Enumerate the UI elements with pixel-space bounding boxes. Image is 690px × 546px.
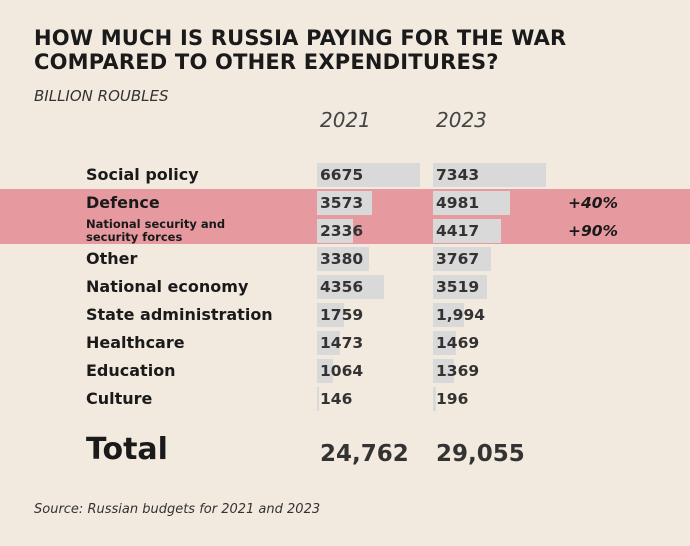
value-2023: 1,994 — [436, 306, 486, 324]
row-label: National security and security forces — [86, 217, 226, 244]
row-label: National economy — [86, 277, 249, 296]
value-2023: 7343 — [436, 166, 480, 184]
value-2021: 1064 — [320, 362, 364, 380]
value-2021: 3380 — [320, 250, 364, 268]
bar-2021 — [317, 387, 320, 411]
bar-2021 — [317, 359, 334, 383]
row-label: Education — [86, 361, 176, 380]
year-2021-header: 2021 — [320, 108, 371, 132]
bar-2023 — [433, 331, 456, 355]
bar-2023 — [433, 359, 455, 383]
row-label: Culture — [86, 389, 153, 408]
value-2023: 1369 — [436, 362, 480, 380]
value-2023: 3519 — [436, 278, 480, 296]
value-2023: 196 — [436, 390, 469, 408]
value-2021: 3573 — [320, 194, 364, 212]
bar-2021 — [317, 219, 354, 243]
row-label: Healthcare — [86, 333, 185, 352]
bar-2021 — [317, 331, 340, 355]
value-2021: 1473 — [320, 334, 364, 352]
bar-2023 — [433, 191, 510, 215]
row-label: Other — [86, 249, 138, 268]
change-label: +40% — [568, 194, 619, 212]
value-2021: 6675 — [320, 166, 364, 184]
change-label: +90% — [568, 222, 619, 240]
chart-title: HOW MUCH IS RUSSIA PAYING FOR THE WAR CO… — [34, 26, 567, 74]
bar-2023 — [433, 303, 464, 327]
row-label: Defence — [86, 193, 160, 212]
bar-2021 — [317, 163, 420, 187]
bar-2021 — [317, 191, 373, 215]
value-2023: 1469 — [436, 334, 480, 352]
row-label: Social policy — [86, 165, 199, 184]
value-2023: 4981 — [436, 194, 480, 212]
bar-2023 — [433, 387, 437, 411]
bar-2023 — [433, 275, 488, 299]
bar-2023 — [433, 219, 502, 243]
value-2023: 3767 — [436, 250, 480, 268]
unit-label: BILLION ROUBLES — [34, 87, 169, 105]
value-2021: 2336 — [320, 222, 364, 240]
bar-2021 — [317, 247, 370, 271]
year-2023-header: 2023 — [436, 108, 487, 132]
value-2023: 4417 — [436, 222, 480, 240]
row-label: State administration — [86, 305, 273, 324]
source-note: Source: Russian budgets for 2021 and 202… — [34, 502, 321, 517]
value-2021: 4356 — [320, 278, 364, 296]
bar-2023 — [433, 163, 547, 187]
total-label: Total — [86, 432, 168, 467]
total-2023: 29,055 — [436, 441, 525, 467]
bar-2021 — [317, 303, 345, 327]
value-2021: 1759 — [320, 306, 364, 324]
bar-2023 — [433, 247, 492, 271]
value-2021: 146 — [320, 390, 353, 408]
total-2021: 24,762 — [320, 441, 409, 467]
bar-2021 — [317, 275, 385, 299]
